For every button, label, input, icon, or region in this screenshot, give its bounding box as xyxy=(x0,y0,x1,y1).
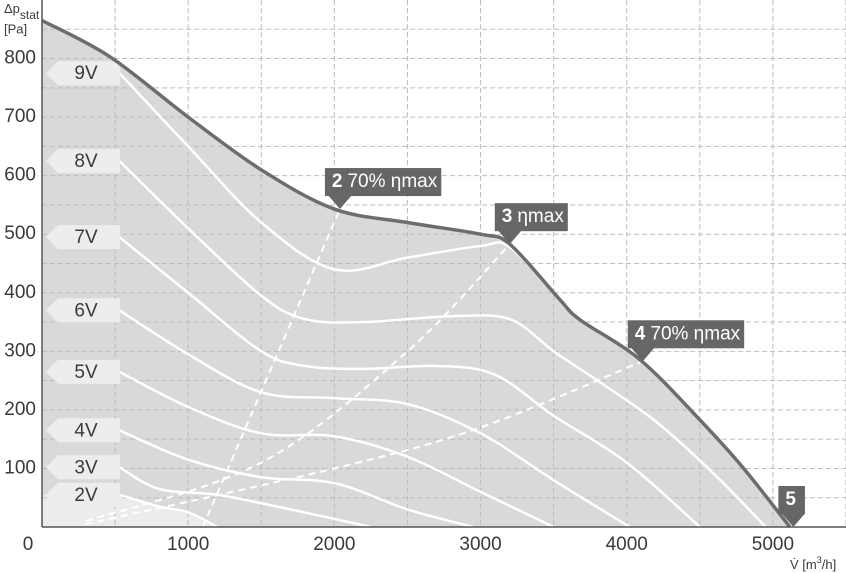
callout-number: 4 xyxy=(635,323,646,344)
x-tick-label: 2000 xyxy=(313,534,355,555)
voltage-label: 3V xyxy=(74,457,98,478)
system-line xyxy=(85,243,511,523)
callout: 2 70% ηmax xyxy=(324,168,442,210)
callout-box xyxy=(324,168,442,197)
voltage-tag xyxy=(46,359,120,384)
y-tick-label: 800 xyxy=(4,48,36,69)
callout-number: 5 xyxy=(785,489,796,510)
y-tick-label: 600 xyxy=(4,165,36,186)
y-tick-label: 700 xyxy=(4,106,36,127)
callout-box xyxy=(778,486,805,514)
x-axis-label: V̇ [m3/h] xyxy=(790,555,836,572)
voltage-label: 8V xyxy=(74,151,98,172)
callout-box xyxy=(627,320,745,349)
y-tick-label: 200 xyxy=(4,399,36,420)
voltage-tag xyxy=(46,482,120,507)
envelope-area xyxy=(42,20,790,527)
voltage-curve xyxy=(118,236,701,528)
callout: 4 70% ηmax xyxy=(627,320,745,362)
callout: 5 xyxy=(778,486,806,527)
voltage-curve xyxy=(119,493,218,529)
y-axis-unit: [Pa] xyxy=(4,21,27,36)
callout-text: ηmax xyxy=(517,206,564,227)
voltage-curve xyxy=(118,309,631,529)
point-marker xyxy=(497,230,522,245)
x-tick-label: 1000 xyxy=(167,534,209,555)
y-tick-label: 300 xyxy=(4,340,36,361)
callout-text: 70% ηmax xyxy=(650,323,740,344)
point-marker xyxy=(327,195,352,210)
y-axis-label: Δpstat xyxy=(4,1,40,22)
voltage-tag xyxy=(46,298,120,323)
x-label-sup: 3 xyxy=(817,555,822,565)
callout-number: 3 xyxy=(502,206,513,227)
callout-label: 2 70% ηmax xyxy=(332,171,438,192)
voltage-label: 9V xyxy=(74,63,98,84)
point-marker xyxy=(630,347,655,362)
x-label-unit: /h] xyxy=(822,557,836,572)
voltage-curve xyxy=(118,370,555,529)
voltage-label: 5V xyxy=(74,362,98,383)
x-label-symbol: V̇ xyxy=(790,557,799,572)
voltage-curve xyxy=(118,466,372,529)
y-tick-label: 500 xyxy=(4,223,36,244)
system-line xyxy=(201,208,341,528)
voltage-label: 6V xyxy=(74,300,98,321)
y-label-subscript: stat xyxy=(20,8,40,22)
x-tick-label: 0 xyxy=(23,534,34,555)
voltage-label: 7V xyxy=(74,227,98,248)
callout-number: 2 xyxy=(332,171,343,192)
voltage-tag xyxy=(46,61,120,86)
callout-label: 4 70% ηmax xyxy=(635,323,741,344)
voltage-tag xyxy=(46,455,120,480)
y-tick-label: 400 xyxy=(4,282,36,303)
y-tick-label: 100 xyxy=(4,457,36,478)
callout-box xyxy=(494,203,568,232)
point-marker xyxy=(781,513,806,527)
x-tick-label: 4000 xyxy=(606,534,648,555)
callout: 3 ηmax xyxy=(494,203,568,245)
x-tick-label: 3000 xyxy=(459,534,501,555)
callout-label: 5 xyxy=(785,489,796,510)
callout-label: 3 ηmax xyxy=(502,206,565,227)
x-label-unit: [m xyxy=(799,557,817,572)
voltage-tag xyxy=(46,418,120,443)
voltage-label: 4V xyxy=(74,420,98,441)
voltage-tag xyxy=(46,225,120,250)
x-tick-label: 5000 xyxy=(752,534,794,555)
envelope-line xyxy=(41,18,792,529)
voltage-curve xyxy=(118,429,474,529)
voltage-tag xyxy=(46,149,120,174)
voltage-curve xyxy=(118,160,767,528)
voltage-label: 2V xyxy=(74,485,98,506)
callout-text: 70% ηmax xyxy=(347,171,437,192)
system-line xyxy=(85,360,644,526)
y-label-symbol: Δp xyxy=(4,1,20,16)
